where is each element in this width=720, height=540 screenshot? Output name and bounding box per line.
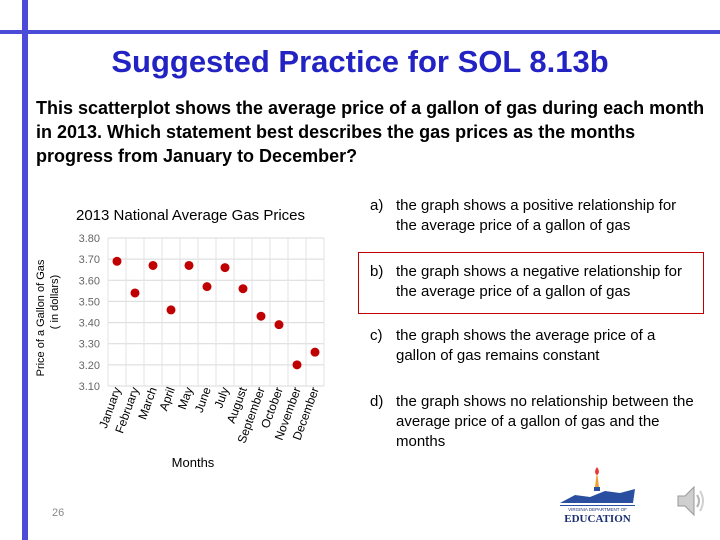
- data-point: [112, 256, 122, 266]
- data-point: [130, 288, 140, 298]
- y-axis-label: Price of a Gallon of Gas: [35, 259, 47, 376]
- x-tick-label: July: [211, 385, 231, 410]
- y-axis-label-unit: ( in dollars): [49, 275, 61, 329]
- left-accent-bar: [22, 0, 28, 540]
- x-tick-label: March: [135, 385, 160, 421]
- answer-d-letter: d): [370, 393, 384, 410]
- x-axis-label: Months: [172, 455, 215, 470]
- answer-b-text: the graph shows a negative relationship …: [396, 263, 683, 300]
- data-point: [238, 284, 248, 294]
- x-tick-label: February: [112, 385, 142, 435]
- answer-c-letter: c): [370, 327, 383, 344]
- y-tick-label: 3.30: [79, 339, 100, 351]
- y-tick-label: 3.10: [79, 381, 100, 393]
- data-point: [310, 347, 320, 357]
- top-accent-line: [0, 30, 720, 34]
- x-tick-label: November: [272, 385, 304, 442]
- data-point: [292, 360, 302, 370]
- data-point: [166, 305, 176, 315]
- y-tick-label: 3.80: [79, 233, 100, 245]
- x-tick-label: May: [175, 385, 196, 411]
- data-point: [148, 260, 158, 270]
- y-tick-label: 3.50: [79, 296, 100, 308]
- speaker-icon[interactable]: [676, 483, 706, 519]
- x-tick-label: October: [258, 385, 286, 430]
- y-tick-label: 3.60: [79, 275, 100, 287]
- x-tick-label: August: [224, 385, 250, 426]
- logo-title: EDUCATION: [564, 513, 630, 525]
- y-tick-label: 3.20: [79, 360, 100, 372]
- x-tick-label: April: [156, 385, 177, 412]
- slide-title: Suggested Practice for SOL 8.13b: [111, 44, 609, 79]
- data-point: [256, 311, 266, 321]
- data-point: [220, 263, 230, 273]
- answer-a-letter: a): [370, 197, 384, 214]
- answer-c-text: the graph shows the average price of a g…: [396, 327, 656, 364]
- x-tick-label: December: [290, 385, 322, 442]
- answer-b-letter: b): [370, 263, 384, 280]
- data-point: [202, 282, 212, 292]
- page-number: 26: [52, 507, 65, 519]
- answer-a-text: the graph shows a positive relationship …: [396, 197, 677, 234]
- x-tick-label: January: [96, 385, 124, 430]
- data-point: [274, 320, 284, 330]
- vdoe-logo: VIRGINIA DEPARTMENT OF EDUCATION: [560, 467, 635, 525]
- question-text: This scatterplot shows the average price…: [36, 98, 705, 166]
- highlighted-answer-box: [358, 252, 704, 314]
- y-tick-label: 3.70: [79, 254, 100, 266]
- x-tick-label: September: [235, 385, 268, 445]
- y-tick-label: 3.40: [79, 318, 100, 330]
- answer-d-text: the graph shows no relationship between …: [396, 393, 694, 450]
- x-tick-label: June: [192, 385, 214, 415]
- data-point: [184, 260, 194, 270]
- logo-subtitle: VIRGINIA DEPARTMENT OF: [568, 507, 627, 512]
- chart-title: 2013 National Average Gas Prices: [76, 207, 306, 224]
